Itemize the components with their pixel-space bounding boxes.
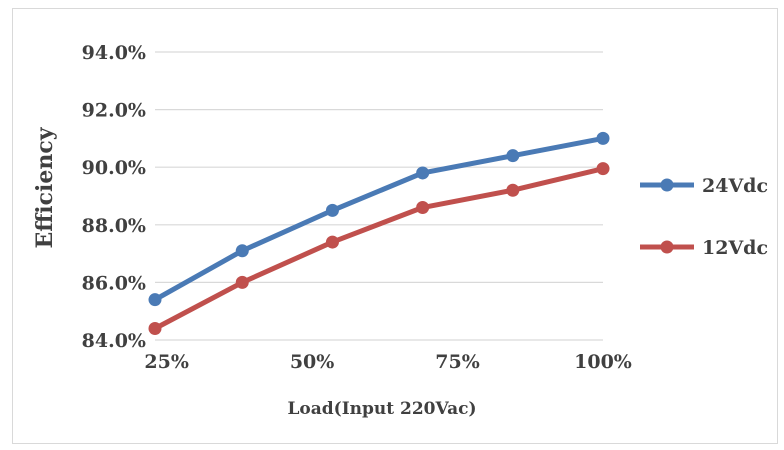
x-tick-label: 50% <box>290 351 335 373</box>
x-axis-title: Load(Input 220Vac) <box>287 399 476 419</box>
data-point <box>325 203 339 217</box>
data-point <box>596 162 610 176</box>
y-tick-label: 88.0% <box>82 215 146 237</box>
legend-label: 24Vdc <box>702 175 768 197</box>
legend-marker <box>660 178 674 192</box>
legend: 24Vdc 12Vdc <box>640 175 768 259</box>
series-line-24Vdc <box>152 135 606 303</box>
x-tick-label: 25% <box>144 351 189 373</box>
y-tick-label: 94.0% <box>82 42 146 64</box>
data-point <box>325 235 339 249</box>
gridlines <box>155 51 603 341</box>
legend-label: 12Vdc <box>702 237 768 259</box>
y-tick-label: 86.0% <box>82 272 146 294</box>
y-tick-label: 92.0% <box>82 100 146 122</box>
data-point <box>506 149 520 163</box>
chart-frame <box>12 8 778 444</box>
data-point <box>235 275 249 289</box>
x-axis-ticks: 25% 50% 75% 100% <box>144 351 631 373</box>
legend-marker <box>660 240 674 254</box>
data-point <box>148 321 162 335</box>
data-point <box>416 166 430 180</box>
y-tick-label: 84.0% <box>82 330 146 352</box>
x-tick-label: 100% <box>574 351 632 373</box>
data-point <box>506 183 520 197</box>
data-point <box>596 131 610 145</box>
data-point <box>416 201 430 215</box>
data-point <box>148 293 162 307</box>
x-tick-label: 75% <box>435 351 480 373</box>
y-axis-ticks: 84.0% 86.0% 88.0% 90.0% 92.0% 94.0% <box>82 42 146 352</box>
data-point <box>235 244 249 258</box>
y-tick-label: 90.0% <box>82 157 146 179</box>
series-layer <box>148 131 610 335</box>
series-line-12Vdc <box>152 166 606 331</box>
y-axis-title: Efficiency <box>32 126 58 248</box>
